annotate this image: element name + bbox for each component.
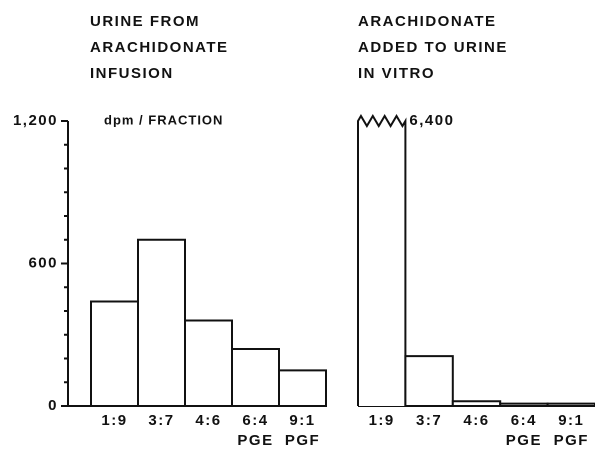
bar	[499, 402, 549, 407]
value-label: 6,400	[409, 112, 454, 129]
panel-title: ARACHIDONATE	[90, 39, 229, 56]
y-tick-label: 600	[28, 254, 58, 271]
x-tick-label: 3:7	[416, 412, 442, 429]
bar	[357, 114, 407, 406]
y-tick-label: 0	[48, 397, 58, 414]
x-tick-label: 4:6	[463, 412, 489, 429]
bar	[451, 400, 502, 407]
bar	[404, 355, 454, 407]
y-tick-label: 1,200	[13, 112, 58, 129]
bar	[184, 319, 233, 407]
x-tick-label: 4:6	[195, 412, 221, 429]
x-tick-label: 3:7	[148, 412, 174, 429]
panel-title: INFUSION	[90, 65, 174, 82]
panel-title: URINE FROM	[90, 13, 200, 30]
panel-title: ARACHIDONATE	[358, 13, 497, 30]
x-tick-label: 9:1	[289, 412, 315, 429]
x-tick-label: 6:4	[511, 412, 537, 429]
x-tick-label: 1:9	[101, 412, 127, 429]
bar	[278, 369, 327, 407]
x-tick-label: 1:9	[369, 412, 395, 429]
panel-title: IN VITRO	[358, 65, 435, 82]
y-axis-label: dpm / FRACTION	[104, 112, 223, 127]
x-tick-sublabel: PGF	[554, 432, 589, 449]
bar	[90, 300, 139, 407]
x-tick-sublabel: PGE	[506, 432, 542, 449]
bar	[546, 402, 595, 407]
x-tick-label: 9:1	[558, 412, 584, 429]
x-tick-sublabel: PGE	[237, 432, 273, 449]
panel-title: ADDED TO URINE	[358, 39, 508, 56]
bar	[137, 238, 186, 407]
bar	[231, 348, 280, 407]
x-tick-sublabel: PGF	[285, 432, 320, 449]
x-tick-label: 6:4	[242, 412, 268, 429]
